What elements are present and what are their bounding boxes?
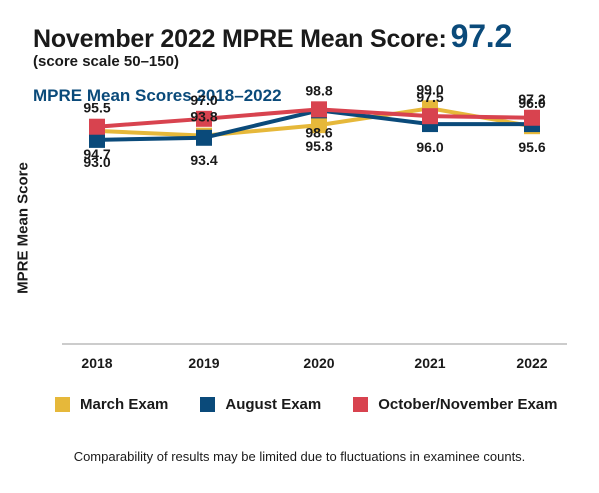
data-point-october-november-exam-2018	[89, 118, 105, 135]
data-label-august-exam-2021: 96.0	[416, 139, 443, 155]
data-point-august-exam-2018	[89, 131, 105, 148]
data-point-october-november-exam-2022	[524, 109, 540, 126]
footnote: Comparability of results may be limited …	[73, 449, 526, 464]
x-tick-label-2022: 2022	[516, 355, 547, 371]
x-tick-label-2019: 2019	[188, 355, 219, 371]
legend-label: October/November Exam	[378, 396, 558, 413]
data-label-march-exam-2020: 95.8	[305, 138, 332, 154]
legend-item-august-exam: August Exam	[200, 396, 321, 413]
x-tick-label-2018: 2018	[81, 355, 112, 371]
legend-swatch	[200, 397, 216, 412]
legend-item-march-exam: March Exam	[55, 396, 168, 413]
legend-label: March Exam	[80, 396, 169, 413]
data-label-march-exam-2022: 95.6	[518, 139, 545, 155]
data-label-august-exam-2019: 93.4	[190, 152, 217, 168]
x-tick-label-2021: 2021	[414, 355, 445, 371]
data-point-march-exam-2020	[311, 117, 327, 134]
data-label-august-exam-2020: 98.6	[305, 124, 332, 140]
legend-swatch	[55, 397, 70, 412]
legend-item-october-november-exam: October/November Exam	[353, 396, 557, 413]
x-tick-label-2020: 2020	[303, 355, 334, 371]
legend-label: August Exam	[225, 396, 322, 413]
data-label-october-november-exam-2020: 98.8	[305, 82, 332, 98]
data-point-october-november-exam-2020	[311, 101, 327, 118]
data-point-october-november-exam-2021	[422, 108, 438, 125]
data-label-march-exam-2021: 99.0	[416, 81, 443, 97]
data-label-october-november-exam-2019: 97.0	[190, 92, 217, 108]
score-scale-note: (score scale 50–150)	[33, 53, 179, 70]
data-label-october-november-exam-2021: 97.5	[416, 89, 443, 105]
legend-swatch	[353, 397, 369, 412]
data-label-october-november-exam-2018: 95.5	[83, 100, 110, 116]
data-label-march-exam-2018: 94.7	[83, 146, 110, 162]
data-point-august-exam-2019	[196, 129, 212, 146]
data-label-august-exam-2018: 93.0	[83, 154, 110, 170]
legend: March Exam August Exam October/November Ex…	[55, 396, 589, 413]
chart-title: MPRE Mean Scores 2018–2022	[33, 86, 282, 105]
line-chart: 94.7 93.8 95.8 99.0 95.6 93.0 93.4 98.6 96.0 96.0…	[62, 81, 567, 371]
page-title: November 2022 MPRE Mean Score: 97.2	[33, 18, 512, 55]
data-label-october-november-exam-2022: 97.2	[518, 91, 545, 107]
data-label-august-exam-2022: 96.0	[518, 95, 545, 111]
mean-score-value: 97.2	[450, 18, 513, 54]
data-point-october-november-exam-2019	[196, 110, 212, 127]
page-title-text: November 2022 MPRE Mean Score:	[33, 25, 447, 53]
data-label-march-exam-2019: 93.8	[190, 109, 217, 125]
